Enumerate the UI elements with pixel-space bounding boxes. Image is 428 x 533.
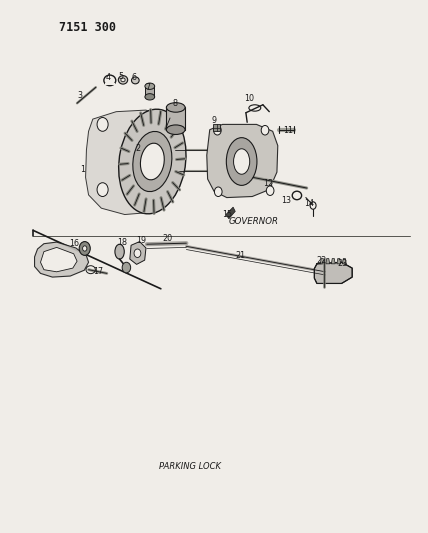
Text: 22: 22 (316, 256, 326, 265)
Text: 6: 6 (131, 72, 137, 82)
Text: 7151 300: 7151 300 (59, 21, 116, 34)
Ellipse shape (140, 143, 164, 180)
Text: 9: 9 (211, 116, 217, 125)
Circle shape (214, 125, 221, 135)
Polygon shape (35, 242, 89, 277)
Text: 12: 12 (263, 179, 273, 188)
Circle shape (261, 125, 269, 135)
Ellipse shape (166, 125, 185, 134)
Ellipse shape (131, 77, 139, 84)
Ellipse shape (121, 78, 125, 82)
Circle shape (97, 117, 108, 131)
Ellipse shape (145, 94, 155, 100)
Polygon shape (166, 108, 185, 130)
Text: 19: 19 (136, 236, 146, 245)
Polygon shape (130, 241, 146, 264)
Text: 11: 11 (283, 126, 294, 135)
Polygon shape (41, 247, 77, 272)
Text: 16: 16 (69, 239, 80, 248)
Text: PARKING LOCK: PARKING LOCK (159, 462, 221, 471)
Polygon shape (226, 207, 235, 219)
Ellipse shape (133, 132, 172, 191)
Text: 18: 18 (117, 238, 127, 247)
Ellipse shape (115, 244, 124, 259)
Text: 14: 14 (304, 199, 314, 208)
Text: 20: 20 (162, 234, 172, 243)
Text: 1: 1 (80, 165, 86, 174)
Ellipse shape (145, 83, 155, 90)
Polygon shape (337, 259, 341, 264)
Polygon shape (86, 110, 172, 215)
Polygon shape (342, 259, 346, 264)
Text: 10: 10 (244, 94, 254, 103)
Ellipse shape (226, 138, 257, 185)
Text: 5: 5 (119, 72, 124, 81)
Ellipse shape (234, 149, 250, 174)
Circle shape (97, 183, 108, 197)
Polygon shape (326, 259, 330, 264)
Circle shape (122, 262, 131, 273)
Ellipse shape (119, 109, 186, 214)
Circle shape (214, 187, 222, 197)
Text: 15: 15 (223, 210, 233, 219)
Text: 17: 17 (93, 267, 104, 276)
Polygon shape (213, 124, 220, 131)
Text: GOVERNOR: GOVERNOR (229, 217, 279, 226)
Text: 2: 2 (136, 144, 141, 154)
Circle shape (83, 246, 87, 251)
Circle shape (134, 249, 141, 257)
Circle shape (79, 241, 90, 255)
Text: 7: 7 (146, 83, 151, 92)
Text: 8: 8 (172, 99, 177, 108)
Text: 4: 4 (106, 73, 111, 82)
Polygon shape (320, 259, 324, 264)
Polygon shape (145, 86, 155, 97)
Polygon shape (314, 262, 352, 284)
Polygon shape (105, 83, 115, 85)
Text: 23: 23 (337, 259, 348, 268)
Text: 13: 13 (281, 196, 291, 205)
Ellipse shape (166, 103, 185, 112)
Circle shape (266, 186, 274, 196)
Ellipse shape (118, 76, 128, 84)
Polygon shape (207, 124, 278, 198)
Text: 21: 21 (235, 251, 245, 260)
Text: 3: 3 (77, 91, 83, 100)
Polygon shape (331, 259, 335, 264)
